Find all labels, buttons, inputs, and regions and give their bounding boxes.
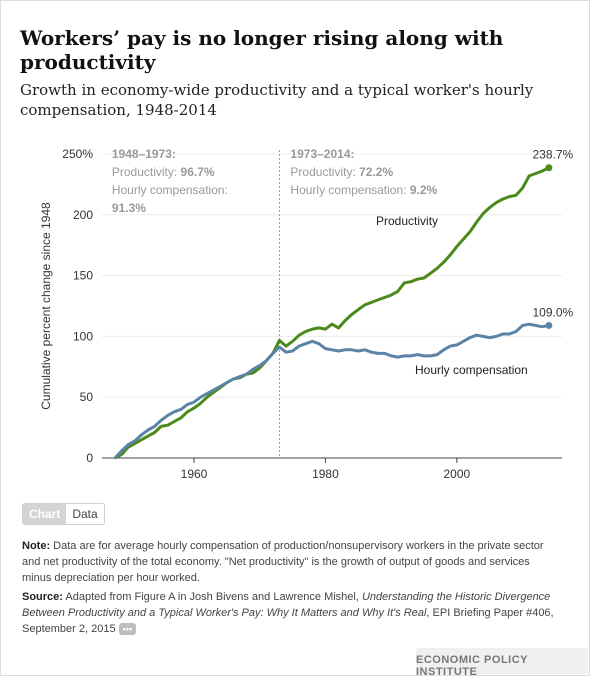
compensation-value: 9.2% [410, 183, 438, 197]
note-text: Data are for average hourly compensation… [22, 540, 544, 584]
chart-source: Source: Adapted from Figure A in Josh Bi… [22, 589, 562, 637]
series-name-label: Productivity [376, 214, 438, 228]
chart-title: Workers’ pay is no longer rising along w… [20, 26, 504, 74]
source-prefix: Adapted from Figure A in Josh Bivens and… [65, 591, 359, 603]
series-line-compensation [113, 322, 550, 460]
compensation-label: Hourly compensation: [290, 183, 409, 197]
y-tick-label: 150 [73, 269, 93, 283]
x-tick-label: 1980 [312, 467, 339, 481]
view-toggle[interactable]: Chart Data [22, 503, 105, 525]
y-tick-label: 50 [80, 390, 94, 404]
period-annotation: 1973–2014: Productivity: 72.2% Hourly comp… [290, 147, 437, 197]
series-end-point [545, 164, 553, 172]
productivity-label: Productivity: [112, 165, 181, 179]
footer-brand: ECONOMIC POLICY INSTITUTE [416, 648, 588, 678]
source-label: Source: [22, 591, 63, 603]
series-line-productivity [114, 166, 550, 460]
source-title: Understanding the Historic Divergence Be… [22, 591, 551, 619]
chart-subtitle: Growth in economy-wide productivity and … [20, 81, 534, 119]
chart-tab[interactable]: Chart [23, 504, 67, 524]
series-end-label: 109.0% [533, 305, 574, 319]
y-tick-label: 0 [86, 451, 93, 465]
compensation-label: Hourly compensation: [112, 183, 228, 197]
period-heading: 1973–2014: [290, 147, 354, 161]
productivity-value: 96.7% [181, 165, 215, 179]
series-name-label: Hourly compensation [415, 363, 528, 377]
source-suffix: , EPI Briefing Paper #406, September 2, … [22, 607, 554, 635]
period-productivity: Productivity: 96.7% [112, 165, 215, 179]
data-tab[interactable]: Data [66, 504, 104, 524]
period-heading: 1948–1973: [112, 147, 176, 161]
productivity-label: Productivity: [290, 165, 359, 179]
series-end-label: 238.7% [533, 148, 574, 162]
y-tick-label: 200 [73, 208, 93, 222]
line-chart: 0 50 100 150 200 250% 1960 1980 2000 Cumulative p… [39, 147, 574, 481]
x-tick-label: 2000 [444, 467, 471, 481]
more-button[interactable]: ••• [118, 623, 137, 636]
productivity-value: 72.2% [359, 165, 393, 179]
compensation-value: 91.3% [112, 201, 146, 215]
y-tick-label: 250% [62, 147, 93, 161]
y-axis-title: Cumulative percent change since 1948 [39, 202, 53, 410]
y-tick-label: 100 [73, 329, 93, 343]
series-end-point [545, 321, 553, 329]
org-name: ECONOMIC POLICY INSTITUTE [416, 654, 528, 678]
note-label: Note: [22, 540, 51, 552]
period-annotation: 1948–1973: Productivity: 96.7% Hourly comp… [112, 147, 228, 215]
x-tick-label: 1960 [181, 467, 208, 481]
chart-note: Note: Data are for average hourly compen… [22, 538, 562, 586]
period-productivity: Productivity: 72.2% [290, 165, 393, 179]
period-compensation: Hourly compensation: 9.2% [290, 183, 437, 197]
